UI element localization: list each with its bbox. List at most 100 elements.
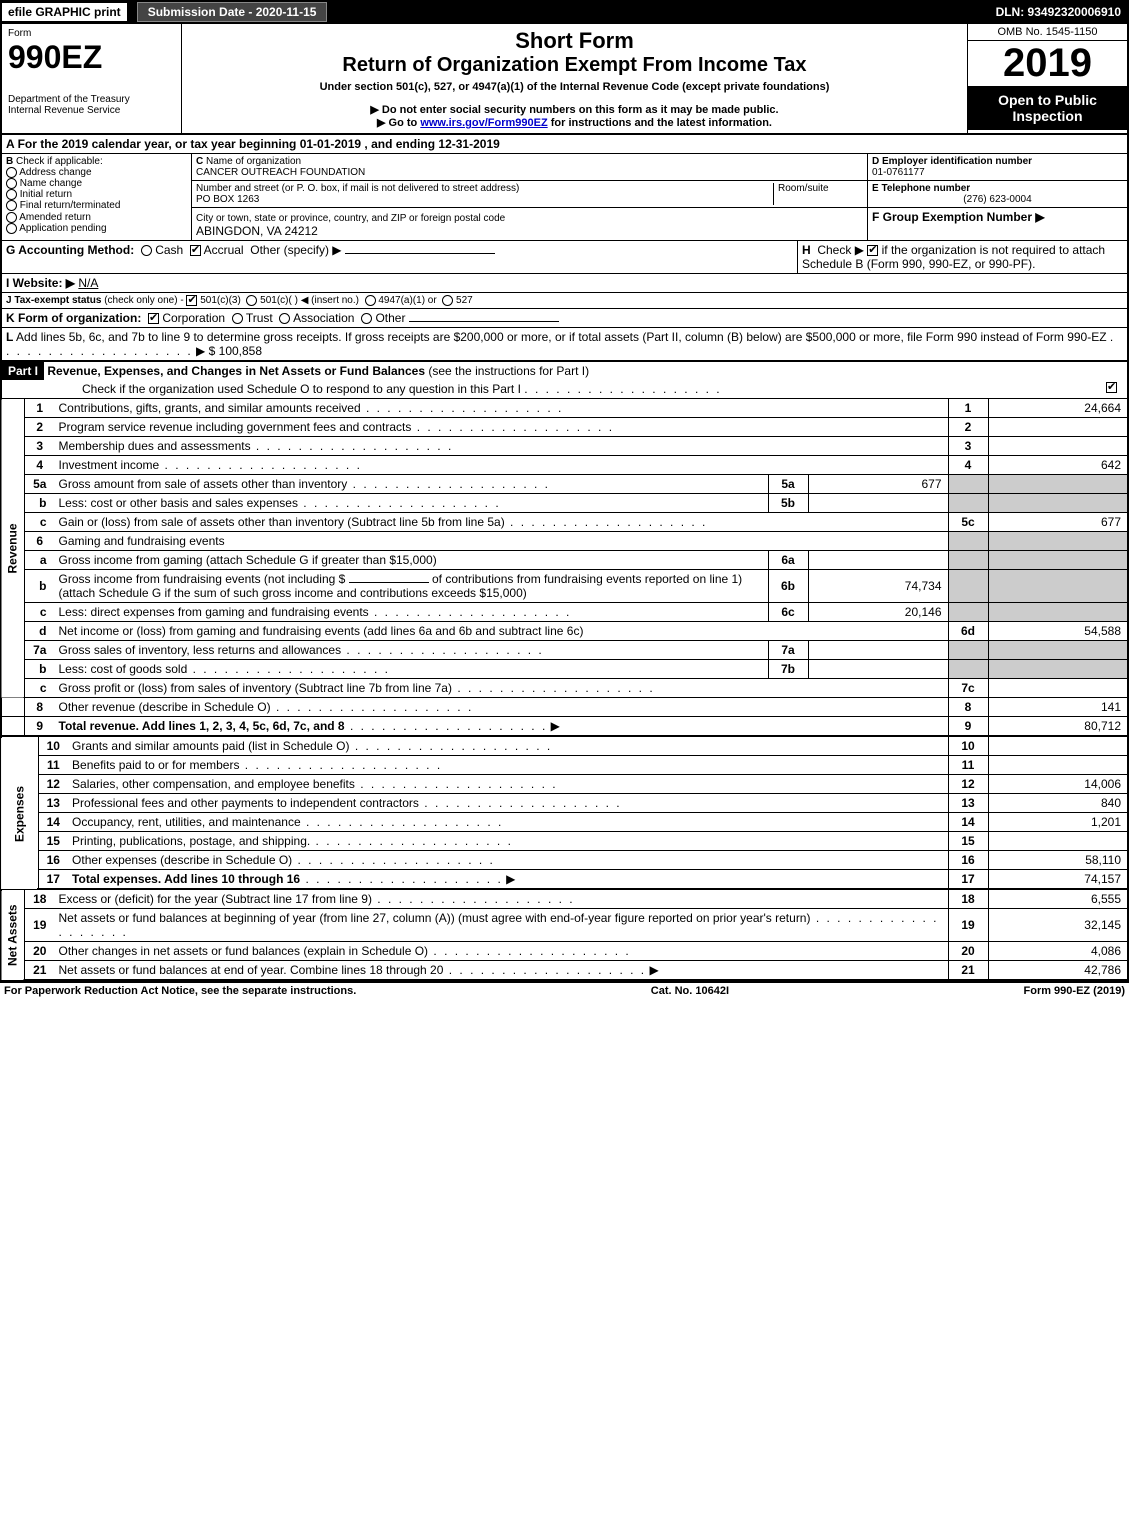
efile-label[interactable]: efile GRAPHIC print <box>2 3 127 21</box>
website-value: N/A <box>78 276 98 290</box>
l21-num: 21 <box>25 961 55 981</box>
final-return-radio[interactable] <box>6 200 17 211</box>
dln-label: DLN: 93492320006910 <box>996 5 1129 19</box>
label-a: A <box>6 137 14 151</box>
omb-number: OMB No. 1545-1150 <box>968 24 1127 41</box>
initial-return-radio[interactable] <box>6 189 17 200</box>
l10-desc: Grants and similar amounts paid (list in… <box>72 739 349 753</box>
l8-desc: Other revenue (describe in Schedule O) <box>59 700 271 714</box>
netassets-vtab: Net Assets <box>1 890 25 980</box>
l7c-num: c <box>25 679 55 698</box>
l7c-amt <box>988 679 1128 698</box>
accrual-checkbox[interactable] <box>190 245 201 256</box>
line-5c: c Gain or (loss) from sale of assets oth… <box>1 513 1128 532</box>
short-form-title: Short Form <box>188 28 961 54</box>
l6b-desc1: Gross income from fundraising events (no… <box>59 572 346 586</box>
period-text: For the 2019 calendar year, or tax year … <box>18 137 500 151</box>
l5b-num: b <box>25 494 55 513</box>
h-text1: Check ▶ <box>817 243 864 257</box>
line-17: 17 Total expenses. Add lines 10 through … <box>1 870 1128 890</box>
l1-box: 1 <box>948 399 988 418</box>
j-527-radio[interactable] <box>442 295 453 306</box>
label-d: D Employer identification number <box>872 156 1032 167</box>
l16-num: 16 <box>38 851 68 870</box>
l18-num: 18 <box>25 890 55 909</box>
l3-box: 3 <box>948 437 988 456</box>
l7a-ibox: 7a <box>768 641 808 660</box>
j-opt2: 501(c)( ) ◀ (insert no.) <box>260 295 359 306</box>
other-blank[interactable] <box>345 253 495 254</box>
return-title: Return of Organization Exempt From Incom… <box>188 54 961 77</box>
room-suite: Room/suite <box>773 183 863 205</box>
h-checkbox[interactable] <box>867 245 878 256</box>
l7c-box: 7c <box>948 679 988 698</box>
row-gh: G Accounting Method: Cash Accrual Other … <box>0 241 1129 274</box>
l7a-shaded <box>948 641 988 660</box>
netassets-table: Net Assets 18 Excess or (deficit) for th… <box>0 890 1129 981</box>
amended-return-radio[interactable] <box>6 212 17 223</box>
l14-num: 14 <box>38 813 68 832</box>
l18-amt: 6,555 <box>988 890 1128 909</box>
l6c-iamt: 20,146 <box>808 603 948 622</box>
l7b-iamt <box>808 660 948 679</box>
l19-num: 19 <box>25 909 55 942</box>
line-6a: a Gross income from gaming (attach Sched… <box>1 551 1128 570</box>
k-trust-radio[interactable] <box>232 313 243 324</box>
j-opt1: 501(c)(3) <box>200 295 241 306</box>
k-assoc: Association <box>293 311 354 325</box>
part1-title: Revenue, Expenses, and Changes in Net As… <box>47 364 425 378</box>
l6d-amt: 54,588 <box>988 622 1128 641</box>
j-501c-radio[interactable] <box>246 295 257 306</box>
cash-radio[interactable] <box>141 245 152 256</box>
amended-return: Amended return <box>19 212 91 223</box>
part1-checkbox[interactable] <box>1106 382 1117 393</box>
l2-box: 2 <box>948 418 988 437</box>
irs-link[interactable]: www.irs.gov/Form990EZ <box>420 117 547 129</box>
line-20: 20 Other changes in net assets or fund b… <box>1 942 1128 961</box>
application-pending-radio[interactable] <box>6 223 17 234</box>
address-change-radio[interactable] <box>6 167 17 178</box>
l16-box: 16 <box>948 851 988 870</box>
footer-right: Form 990-EZ (2019) <box>1024 985 1125 997</box>
warning-1: ▶ Do not enter social security numbers o… <box>188 103 961 116</box>
line-10: Expenses 10 Grants and similar amounts p… <box>1 737 1128 756</box>
l10-box: 10 <box>948 737 988 756</box>
l17-box: 17 <box>948 870 988 890</box>
name-change-radio[interactable] <box>6 178 17 189</box>
l13-desc: Professional fees and other payments to … <box>72 796 419 810</box>
check-if-applicable: Check if applicable: <box>16 156 103 167</box>
line-19: 19 Net assets or fund balances at beginn… <box>1 909 1128 942</box>
l16-amt: 58,110 <box>988 851 1128 870</box>
label-e: E Telephone number <box>872 183 970 194</box>
l20-amt: 4,086 <box>988 942 1128 961</box>
j-501c3-checkbox[interactable] <box>186 295 197 306</box>
k-corp-checkbox[interactable] <box>148 313 159 324</box>
line-4: 4 Investment income 4 642 <box>1 456 1128 475</box>
org-info-block: B Check if applicable: Address change Na… <box>0 154 1129 241</box>
label-g: G Accounting Method: <box>6 243 134 257</box>
line-14: 14 Occupancy, rent, utilities, and maint… <box>1 813 1128 832</box>
j-4947-radio[interactable] <box>365 295 376 306</box>
l11-num: 11 <box>38 756 68 775</box>
line-7c: c Gross profit or (loss) from sales of i… <box>1 679 1128 698</box>
l5a-iamt: 677 <box>808 475 948 494</box>
k-assoc-radio[interactable] <box>279 313 290 324</box>
label-f: F Group Exemption Number ▶ <box>872 210 1045 224</box>
label-h: H <box>802 243 811 257</box>
l12-desc: Salaries, other compensation, and employ… <box>72 777 355 791</box>
l5a-shaded <box>948 475 988 494</box>
section-b: B Check if applicable: Address change Na… <box>2 154 192 240</box>
l5a-shaded-amt <box>988 475 1128 494</box>
l6c-shaded-amt <box>988 603 1128 622</box>
l7c-desc: Gross profit or (loss) from sales of inv… <box>59 681 452 695</box>
k-other-radio[interactable] <box>361 313 372 324</box>
l5b-shaded <box>948 494 988 513</box>
k-other-blank[interactable] <box>409 321 559 322</box>
l6b-blank[interactable] <box>349 582 429 583</box>
l20-box: 20 <box>948 942 988 961</box>
l-amount: 100,858 <box>219 344 262 358</box>
j-note: (check only one) - <box>104 295 183 306</box>
l11-box: 11 <box>948 756 988 775</box>
line-8: 8 Other revenue (describe in Schedule O)… <box>1 698 1128 717</box>
l10-amt <box>988 737 1128 756</box>
